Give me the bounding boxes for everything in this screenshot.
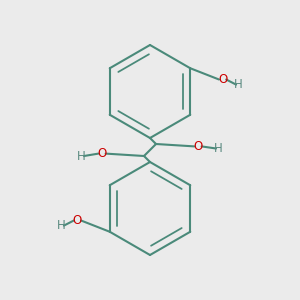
Text: O: O <box>218 73 227 86</box>
Text: H: H <box>57 219 66 232</box>
Text: O: O <box>194 140 202 153</box>
Text: H: H <box>214 142 223 155</box>
Text: H: H <box>234 78 243 91</box>
Text: H: H <box>77 149 86 163</box>
Text: O: O <box>73 214 82 227</box>
Text: O: O <box>98 147 106 160</box>
